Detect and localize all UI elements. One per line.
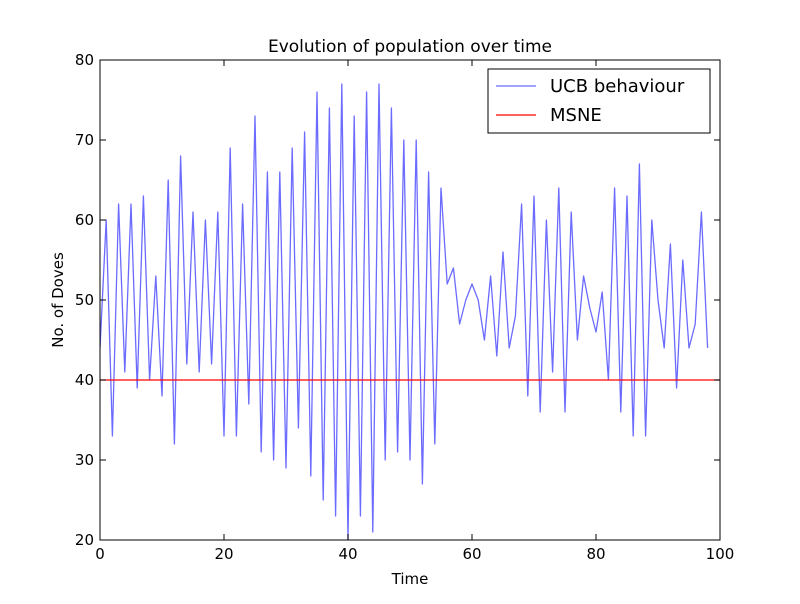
y-tick-label: 70: [75, 131, 94, 149]
x-axis-label: Time: [391, 570, 429, 588]
x-tick-label: 0: [95, 545, 105, 563]
y-axis-label: No. of Doves: [49, 252, 67, 348]
y-tick-label: 80: [75, 51, 94, 69]
x-tick-label: 100: [706, 545, 735, 563]
series-group: [100, 83, 720, 540]
legend-entry-label: UCB behaviour: [550, 76, 685, 97]
y-tick-label: 20: [75, 531, 94, 549]
y-tick-label: 60: [75, 211, 94, 229]
legend-entry-label: MSNE: [550, 105, 602, 126]
x-tick-label: 80: [586, 545, 605, 563]
legend-box: [487, 68, 711, 134]
legend: UCB behaviour MSNE: [487, 68, 711, 134]
x-tick-label: 40: [338, 545, 357, 563]
y-tick-label: 30: [75, 451, 94, 469]
y-tick-label: 50: [75, 291, 94, 309]
x-tick-label: 20: [214, 545, 233, 563]
chart-title: Evolution of population over time: [268, 37, 552, 57]
x-tick-label: 60: [462, 545, 481, 563]
series-line-ucb-behaviour: [100, 83, 709, 540]
y-tick-label: 40: [75, 371, 94, 389]
